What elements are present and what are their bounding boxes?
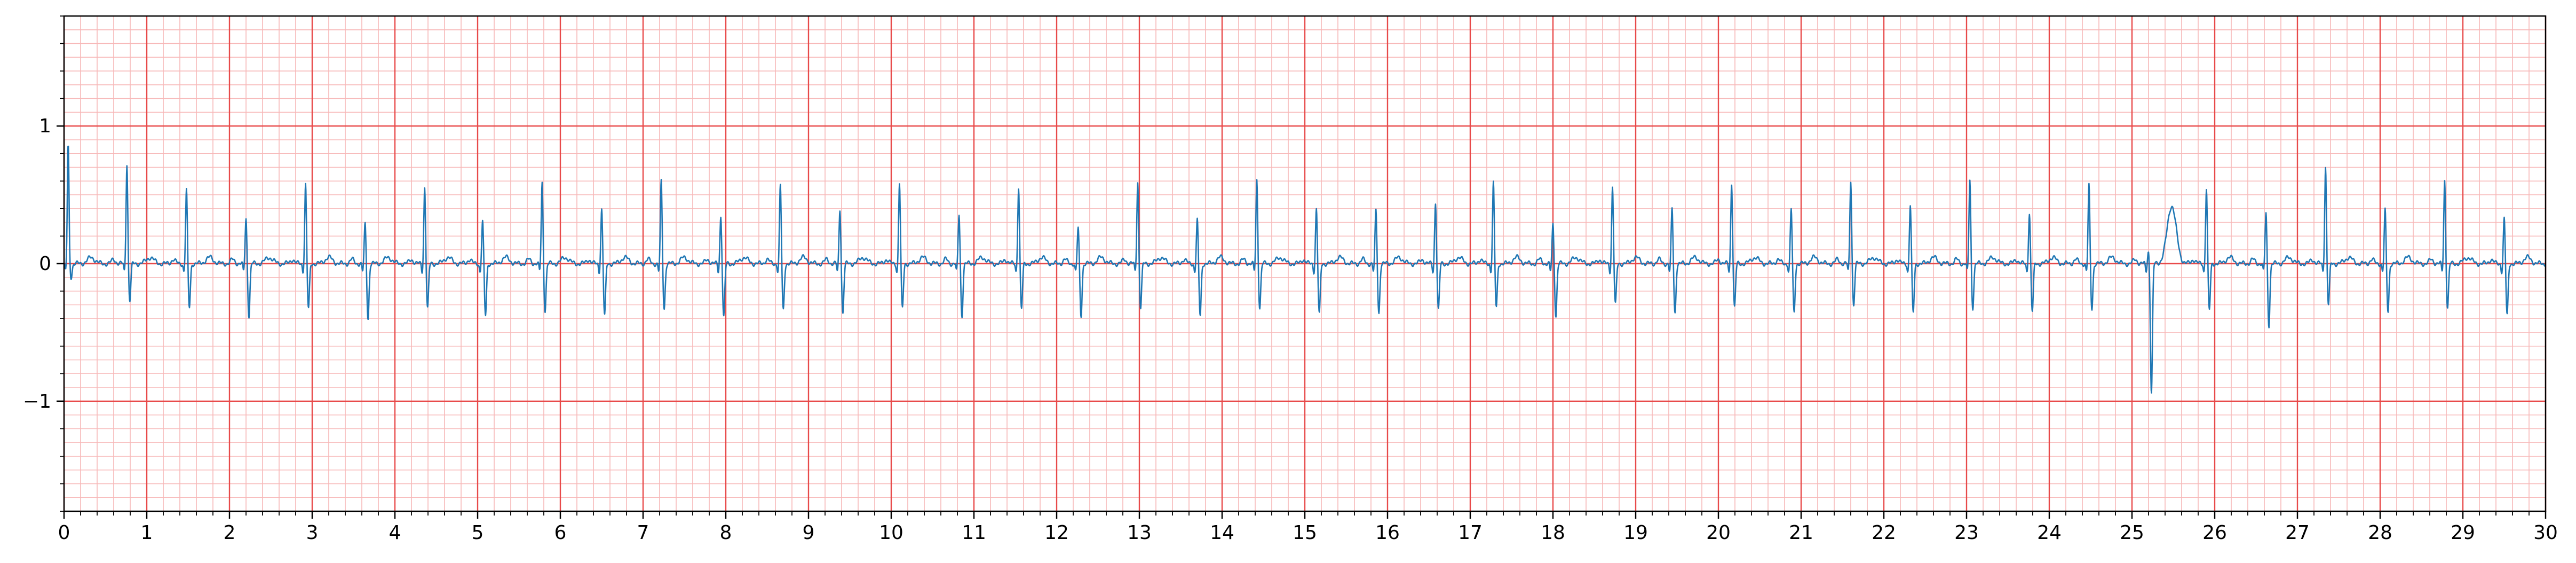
- x-tick-label: 14: [1210, 522, 1234, 544]
- x-tick-label: 23: [1954, 522, 1979, 544]
- x-tick-label: 29: [2451, 522, 2475, 544]
- x-tick-label: 10: [879, 522, 903, 544]
- y-tick-label: 0: [39, 253, 51, 275]
- x-tick-label: 26: [2202, 522, 2227, 544]
- x-tick-label: 4: [389, 522, 401, 544]
- ecg-trace-line: [64, 145, 2546, 394]
- x-tick-label: 27: [2285, 522, 2310, 544]
- y-tick-label: 1: [39, 115, 51, 137]
- x-tick-label: 5: [472, 522, 484, 544]
- x-tick-label: 1: [141, 522, 153, 544]
- x-tick-label: 17: [1458, 522, 1483, 544]
- x-tick-label: 20: [1706, 522, 1731, 544]
- x-tick-label: 11: [962, 522, 986, 544]
- x-tick-label: 15: [1293, 522, 1317, 544]
- x-tick-label: 0: [58, 522, 70, 544]
- x-tick-label: 25: [2120, 522, 2144, 544]
- x-axis: 0 1 2 3 4 5 6 7 8 9 10 11 12 13 14 15 16 17 18 19 20 21 22 23 24…: [58, 511, 2558, 544]
- x-tick-label: 18: [1541, 522, 1565, 544]
- x-tick-label: 12: [1044, 522, 1069, 544]
- x-tick-label: 3: [306, 522, 319, 544]
- x-tick-label: 19: [1623, 522, 1648, 544]
- x-tick-label: 21: [1789, 522, 1813, 544]
- x-tick-label: 24: [2037, 522, 2062, 544]
- x-tick-label: 22: [1872, 522, 1896, 544]
- x-tick-label: 2: [224, 522, 236, 544]
- x-tick-label: 30: [2533, 522, 2558, 544]
- y-tick-label: −1: [23, 391, 51, 413]
- x-tick-label: 6: [554, 522, 567, 544]
- x-tick-label: 16: [1375, 522, 1400, 544]
- y-axis: −1 0 1: [23, 15, 64, 512]
- x-tick-label: 8: [720, 522, 732, 544]
- x-tick-label: 28: [2368, 522, 2392, 544]
- x-tick-label: 9: [803, 522, 815, 544]
- x-tick-label: 13: [1127, 522, 1152, 544]
- x-tick-label: 7: [637, 522, 649, 544]
